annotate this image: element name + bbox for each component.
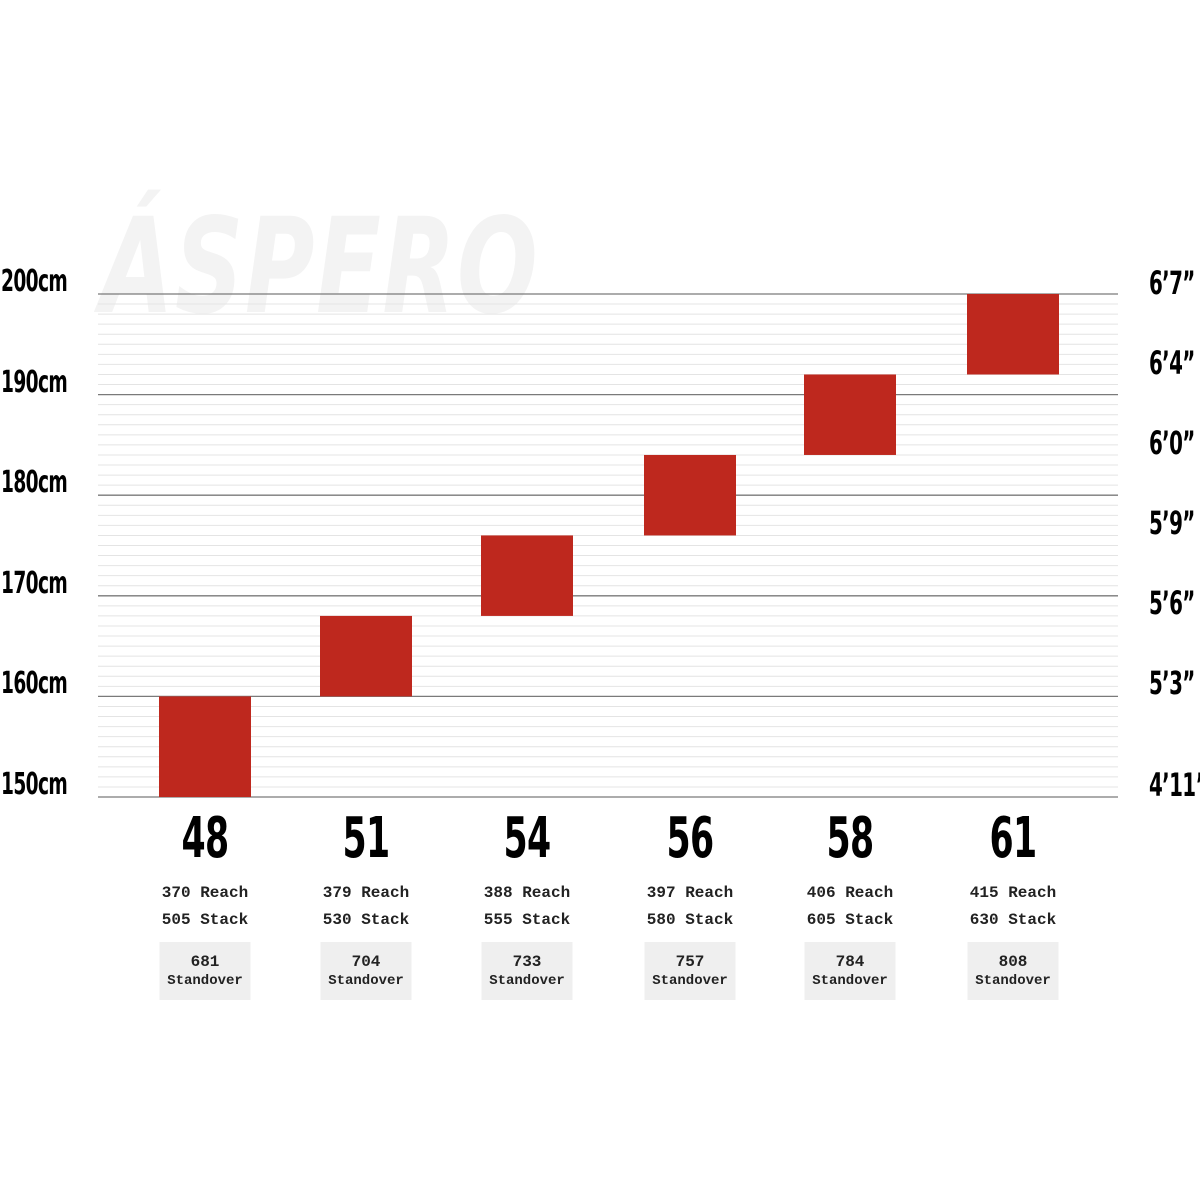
standover-box: 784 Standover	[804, 942, 896, 1000]
standover-value: 733	[512, 953, 542, 971]
y-tick-right: 6’4”	[1149, 344, 1195, 382]
size-bar-56	[644, 454, 736, 536]
stack-value: 630 Stack	[969, 911, 1057, 929]
y-tick-left: 190cm	[1, 364, 68, 400]
size-label: 51	[342, 806, 390, 871]
standover-label: Standover	[489, 973, 565, 989]
y-tick-left: 180cm	[1, 465, 68, 501]
reach-value: 379 Reach	[322, 884, 410, 902]
standover-box: 733 Standover	[481, 942, 573, 1000]
standover-label: Standover	[652, 973, 728, 989]
stack-value: 605 Stack	[806, 911, 894, 929]
standover-label: Standover	[328, 973, 404, 989]
stack-value: 530 Stack	[322, 911, 410, 929]
standover-label: Standover	[167, 973, 243, 989]
aspero-watermark: ÁSPERO	[100, 190, 540, 344]
y-tick-right: 4’11”	[1149, 766, 1200, 804]
size-label: 54	[503, 806, 551, 871]
size-bar-48	[159, 696, 251, 797]
reach-value: 406 Reach	[806, 884, 894, 902]
standover-label: Standover	[812, 973, 888, 989]
y-tick-left: 200cm	[1, 264, 68, 299]
y-tick-left: 170cm	[1, 565, 68, 601]
y-tick-left: 160cm	[1, 666, 68, 702]
y-tick-right: 5’9”	[1149, 504, 1195, 542]
standover-value: 808	[998, 953, 1028, 971]
size-label: 56	[666, 806, 714, 871]
stack-value: 580 Stack	[646, 911, 734, 929]
standover-box: 704 Standover	[320, 942, 412, 1000]
size-label: 58	[826, 806, 874, 871]
y-tick-right: 5’3”	[1149, 664, 1195, 702]
reach-value: 388 Reach	[483, 884, 571, 902]
y-tick-right: 6’0”	[1149, 424, 1195, 462]
size-bar-58	[804, 374, 896, 455]
size-label: 61	[989, 806, 1037, 871]
standover-box: 757 Standover	[644, 942, 736, 1000]
reach-value: 397 Reach	[646, 884, 734, 902]
y-tick-right: 6’7”	[1149, 264, 1195, 302]
stack-value: 505 Stack	[161, 911, 249, 929]
y-tick-right: 5’6”	[1149, 584, 1195, 622]
standover-box: 681 Standover	[159, 942, 251, 1000]
size-bar-61	[967, 294, 1059, 375]
standover-value: 704	[351, 953, 381, 971]
stack-value: 555 Stack	[483, 911, 571, 929]
size-label: 48	[181, 806, 229, 871]
size-bar-54	[481, 535, 573, 616]
standover-value: 681	[190, 953, 220, 971]
reach-value: 415 Reach	[969, 884, 1057, 902]
size-bar-51	[320, 615, 412, 697]
standover-box: 808 Standover	[967, 942, 1059, 1000]
standover-label: Standover	[975, 973, 1051, 989]
y-tick-left: 150cm	[1, 767, 68, 802]
reach-value: 370 Reach	[161, 884, 249, 902]
standover-value: 784	[835, 953, 865, 971]
standover-value: 757	[675, 953, 705, 971]
